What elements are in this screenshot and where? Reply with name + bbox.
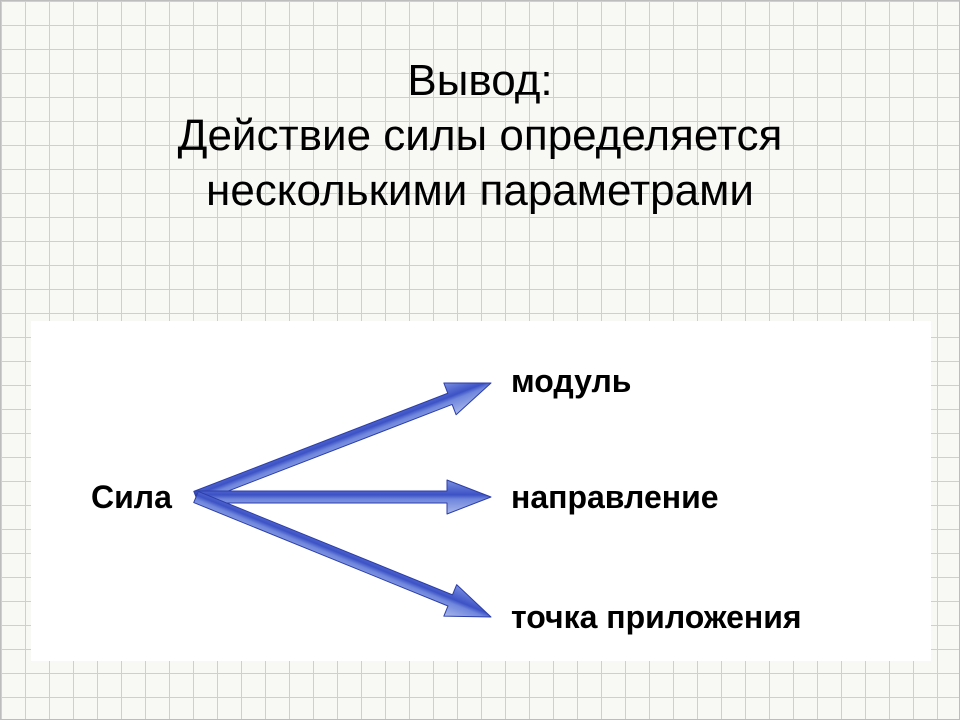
source-label: Сила [91,479,172,516]
title-block: Вывод: Действие силы определяется нескол… [1,53,959,218]
title-line-2: Действие силы определяется [1,108,959,163]
title-line-1: Вывод: [1,53,959,108]
arrow-0 [194,383,491,503]
arrow-2 [194,491,491,617]
title-line-3: несколькими параметрами [1,163,959,218]
target-label-modulus: модуль [511,363,631,400]
slide: Вывод: Действие силы определяется нескол… [0,0,960,720]
diagram-panel: Сила модуль направление точка приложения [31,321,931,661]
target-label-direction: направление [511,479,719,516]
target-label-point: точка приложения [511,599,802,636]
